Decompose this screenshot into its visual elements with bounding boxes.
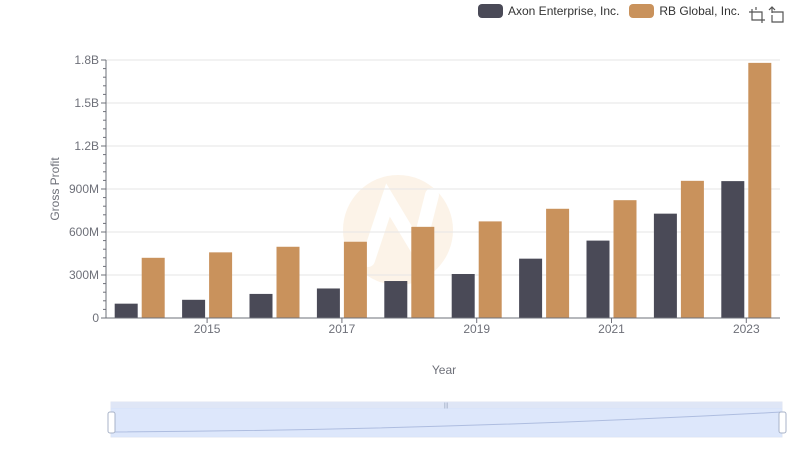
bar-axon-2014[interactable] (114, 303, 138, 318)
bar-rb-global-2019[interactable] (478, 221, 502, 318)
x-tick-label: 2017 (329, 322, 356, 336)
x-tick-label: 2023 (733, 322, 760, 336)
legend-swatch-rb-global (629, 4, 655, 18)
x-tick-label: 2021 (598, 322, 625, 336)
data-zoom-slider[interactable]: ||| (107, 401, 787, 438)
legend-label-rb-global: RB Global, Inc. (659, 4, 741, 18)
x-axis-title: Year (432, 363, 456, 377)
axes: 0 300M 600M 900M 1.2B 1.5B 1.8B 2015 2017 2019 202… (69, 53, 780, 336)
bar-axon-2022[interactable] (653, 213, 677, 318)
bar-axon-2016[interactable] (249, 293, 273, 318)
bar-rb-global-2018[interactable] (411, 226, 435, 318)
bar-rb-global-2014[interactable] (141, 257, 165, 318)
y-minor-ticks (103, 68, 106, 310)
legend-swatch-axon (478, 4, 503, 18)
bar-axon-2017[interactable] (316, 288, 340, 318)
legend-item-axon[interactable]: Axon Enterprise, Inc. (478, 4, 619, 18)
bar-rb-global-2020[interactable] (546, 208, 570, 318)
bar-axon-2020[interactable] (519, 258, 543, 318)
bar-axon-2021[interactable] (586, 240, 610, 318)
legend-label-axon: Axon Enterprise, Inc. (508, 4, 620, 18)
y-tick-label: 900M (69, 182, 99, 196)
bar-rb-global-2017[interactable] (343, 241, 367, 318)
y-tick-label: 1.5B (74, 96, 99, 110)
restore-icon[interactable] (768, 6, 786, 24)
bar-rb-global-2022[interactable] (680, 180, 704, 318)
legend-item-rb-global[interactable]: RB Global, Inc. (629, 4, 740, 18)
bar-rb-global-2023[interactable] (748, 62, 772, 318)
bar-axon-2018[interactable] (384, 281, 408, 318)
data-zoom-grip-icon[interactable]: ||| (444, 403, 449, 409)
bar-axon-2023[interactable] (721, 181, 745, 318)
y-tick-label: 600M (69, 225, 99, 239)
chart-legend: Axon Enterprise, Inc. RB Global, Inc. (478, 4, 750, 18)
data-zoom-handle-left[interactable] (107, 411, 116, 434)
data-zoom-handle-right[interactable] (778, 411, 787, 434)
y-tick-label: 1.2B (74, 139, 99, 153)
bar-rb-global-2021[interactable] (613, 200, 637, 318)
y-axis-title: Gross Profit (48, 157, 62, 221)
bars (114, 62, 772, 318)
data-zoom-preview-line (110, 411, 783, 433)
y-tick-label: 0 (92, 311, 99, 325)
data-zoom-bar[interactable] (111, 402, 782, 409)
bar-axon-2015[interactable] (182, 299, 206, 318)
y-tick-label: 300M (69, 268, 99, 282)
data-zoom-window[interactable] (111, 408, 782, 437)
x-tick-label: 2019 (463, 322, 490, 336)
bar-rb-global-2016[interactable] (276, 246, 300, 318)
y-tick-label: 1.8B (74, 53, 99, 67)
x-tick-label: 2015 (194, 322, 221, 336)
bar-axon-2019[interactable] (451, 273, 475, 318)
chart-toolbox (746, 6, 786, 24)
zoom-icon[interactable] (748, 6, 766, 24)
bar-rb-global-2015[interactable] (209, 252, 233, 318)
axis-labels: Gross Profit Year (48, 157, 456, 377)
